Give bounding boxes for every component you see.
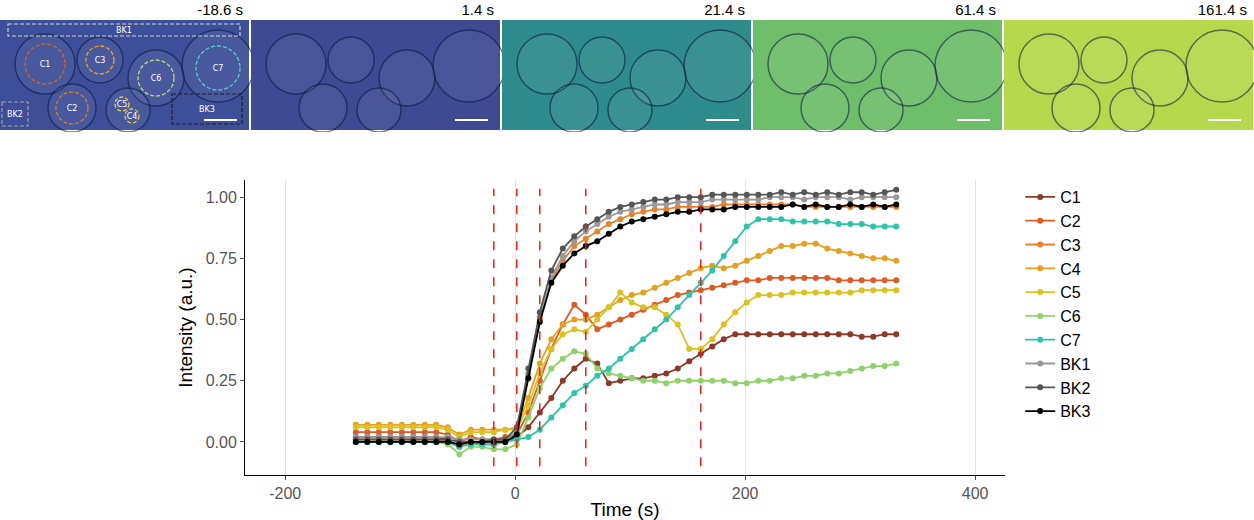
svg-text:C4: C4	[127, 112, 138, 121]
svg-text:161.4 s: 161.4 s	[1198, 1, 1247, 18]
svg-text:1.00: 1.00	[206, 189, 237, 206]
svg-text:C6: C6	[151, 74, 162, 83]
svg-text:0.50: 0.50	[206, 311, 237, 328]
svg-text:Time (s): Time (s)	[591, 499, 660, 520]
svg-text:C4: C4	[1060, 261, 1081, 278]
svg-text:C2: C2	[67, 104, 78, 113]
svg-text:21.4 s: 21.4 s	[704, 1, 745, 18]
svg-text:400: 400	[962, 485, 989, 502]
svg-text:BK1: BK1	[1060, 356, 1090, 373]
svg-text:C7: C7	[213, 64, 224, 73]
svg-text:200: 200	[732, 485, 759, 502]
svg-text:0.25: 0.25	[206, 372, 237, 389]
svg-text:C6: C6	[1060, 308, 1081, 325]
svg-text:BK2: BK2	[1060, 380, 1090, 397]
svg-text:C3: C3	[95, 56, 106, 65]
svg-text:BK3: BK3	[1060, 403, 1090, 420]
svg-text:C5: C5	[117, 100, 128, 109]
svg-text:BK1: BK1	[116, 26, 132, 35]
svg-text:-18.6 s: -18.6 s	[197, 1, 243, 18]
svg-text:C1: C1	[40, 60, 51, 69]
svg-text:0.75: 0.75	[206, 250, 237, 267]
svg-text:C3: C3	[1060, 237, 1081, 254]
svg-text:BK3: BK3	[199, 105, 215, 114]
svg-text:0.00: 0.00	[206, 434, 237, 451]
svg-text:C7: C7	[1060, 332, 1081, 349]
svg-text:C1: C1	[1060, 189, 1081, 206]
svg-text:C2: C2	[1060, 213, 1081, 230]
svg-text:61.4 s: 61.4 s	[955, 1, 996, 18]
svg-text:C5: C5	[1060, 284, 1081, 301]
svg-text:BK2: BK2	[7, 110, 23, 119]
svg-text:Intensity (a.u.): Intensity (a.u.)	[175, 267, 196, 387]
svg-text:0: 0	[511, 485, 520, 502]
svg-text:1.4 s: 1.4 s	[461, 1, 494, 18]
svg-text:-200: -200	[269, 485, 301, 502]
